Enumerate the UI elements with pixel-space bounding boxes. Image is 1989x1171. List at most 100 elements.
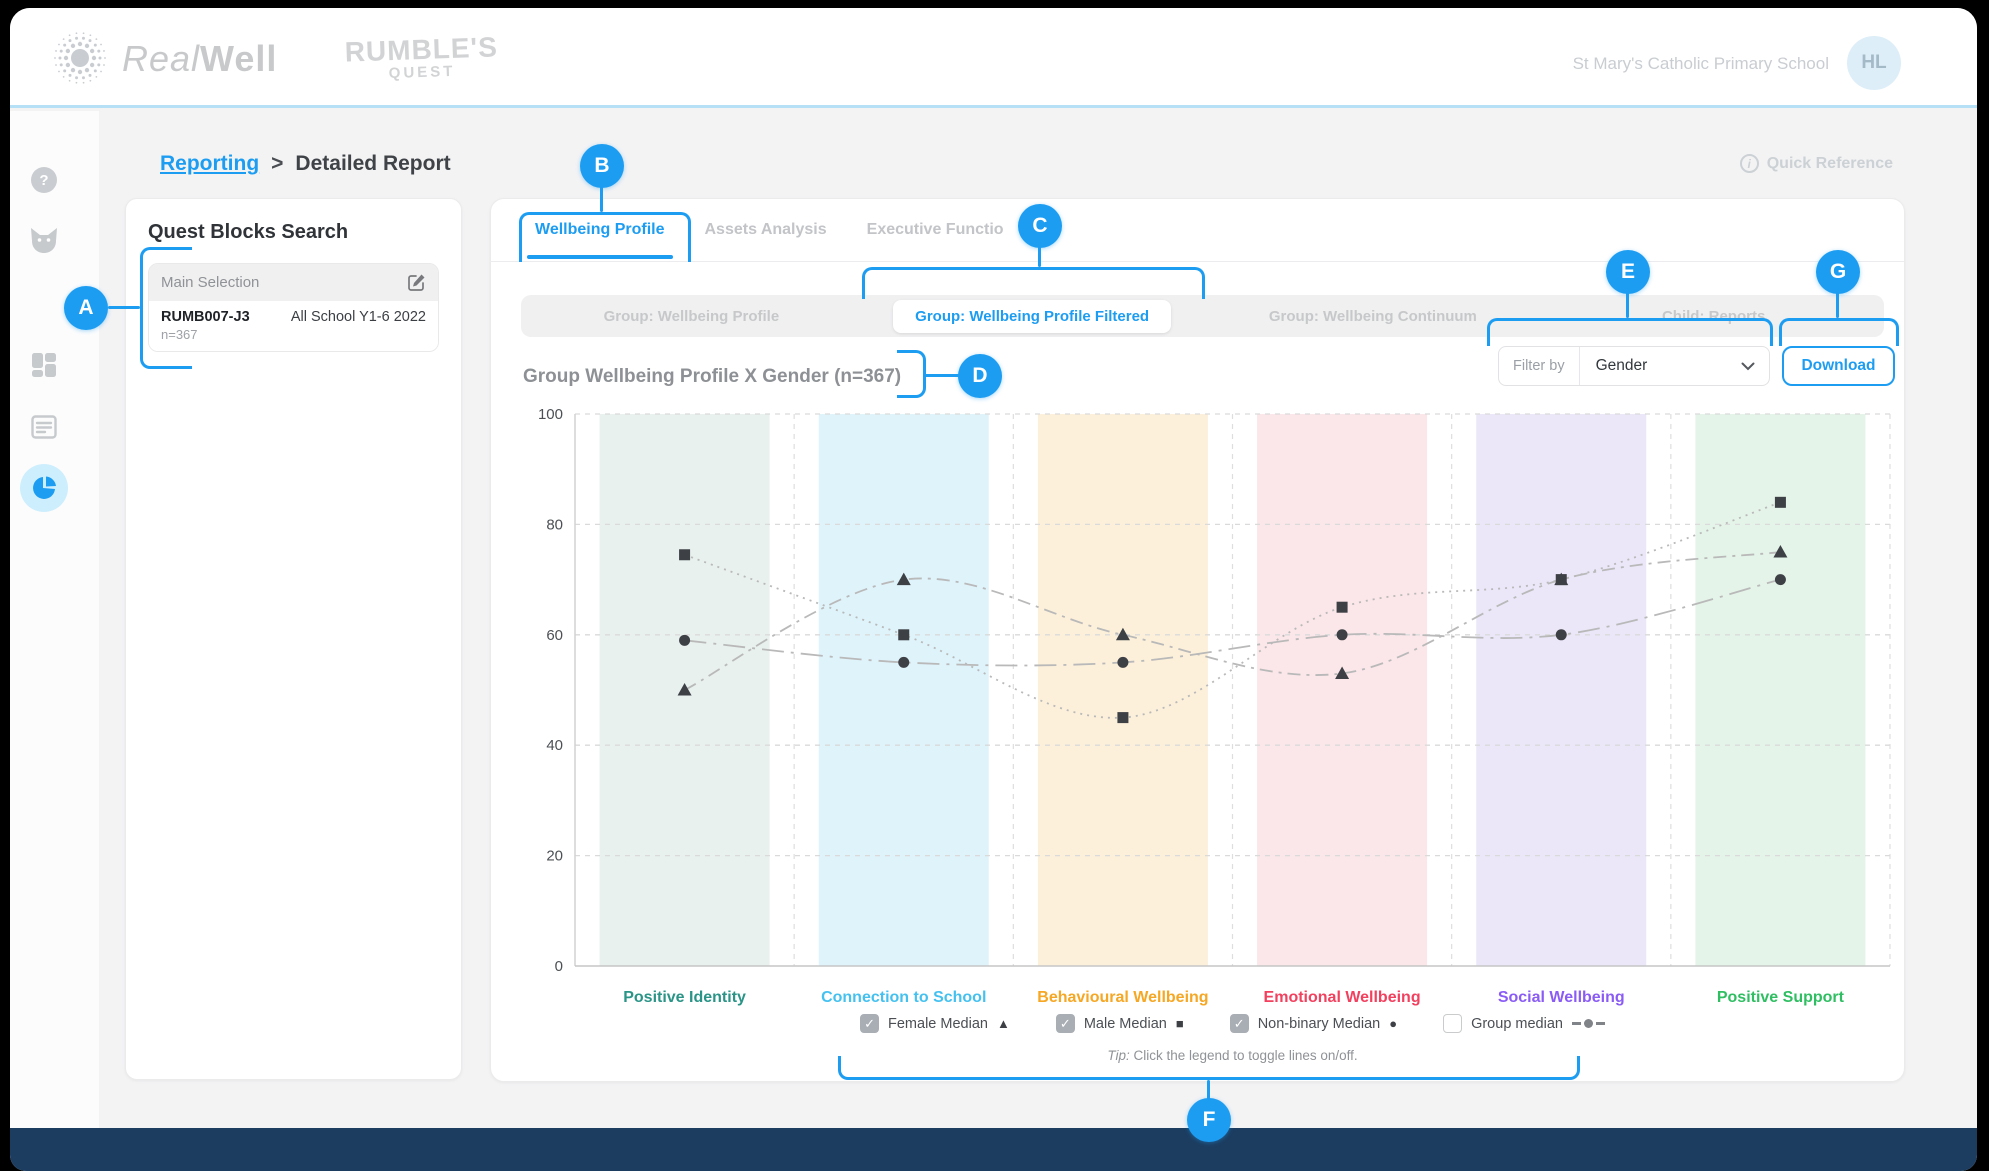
data-point-square xyxy=(1336,601,1348,613)
edit-icon[interactable] xyxy=(407,273,426,292)
data-point-triangle xyxy=(896,572,911,586)
series-line-circle xyxy=(684,578,1781,667)
legend-label: Female Median xyxy=(888,1015,988,1032)
data-point-circle xyxy=(1555,629,1567,641)
list-icon[interactable] xyxy=(29,412,59,442)
annotation-d-connector xyxy=(924,374,960,377)
realwell-brand: RealWell xyxy=(122,38,277,80)
checkbox-unchecked-icon[interactable] xyxy=(1443,1014,1463,1033)
checkbox-checked-icon[interactable]: ✓ xyxy=(1055,1014,1075,1033)
category-label: Social Wellbeing xyxy=(1498,989,1625,1006)
subtab-group-wellbeing-profile-filtered[interactable]: Group: Wellbeing Profile Filtered xyxy=(862,295,1203,337)
y-axis-tick: 80 xyxy=(546,516,563,533)
filter-by-select[interactable]: Filter by Gender xyxy=(1498,346,1770,386)
sidebar-rail xyxy=(10,111,99,1128)
checkbox-checked-icon[interactable]: ✓ xyxy=(1229,1014,1249,1033)
y-axis-tick: 40 xyxy=(546,737,563,754)
annotation-e-connector xyxy=(1626,292,1629,318)
series-marker-icon: ▲ xyxy=(996,1016,1010,1031)
category-band xyxy=(1476,414,1647,966)
category-label: Behavioural Wellbeing xyxy=(1037,989,1208,1006)
category-label: Connection to School xyxy=(821,989,986,1006)
download-button[interactable]: Download xyxy=(1782,346,1895,386)
annotation-b-connector xyxy=(600,186,603,212)
data-point-square xyxy=(898,629,910,641)
annotation-e-bracket xyxy=(1487,318,1773,346)
quest-blocks-panel: Quest Blocks Search Main Selection RUMB0… xyxy=(125,198,462,1080)
data-point-circle xyxy=(898,656,910,668)
rumbles-quest-logo: RUMBLE'S QUEST xyxy=(344,31,499,83)
data-point-square xyxy=(679,549,691,561)
y-axis-tick: 20 xyxy=(546,848,563,865)
annotation-d-bracket xyxy=(897,350,926,398)
annotation-a-bracket xyxy=(140,247,192,369)
quick-reference[interactable]: i Quick Reference xyxy=(1739,154,1893,173)
help-icon[interactable]: ? xyxy=(29,165,59,195)
annotation-c-connector xyxy=(1038,246,1041,267)
selection-cohort: All School Y1-6 2022 xyxy=(290,309,426,325)
subtab-group-wellbeing-profile[interactable]: Group: Wellbeing Profile xyxy=(603,307,780,325)
line-dot-marker-icon xyxy=(1571,1019,1605,1028)
annotation-g-bracket xyxy=(1779,318,1899,346)
main-selection-card[interactable]: Main Selection RUMB007-J3 All School Y1-… xyxy=(148,263,439,352)
y-axis-tick: 100 xyxy=(538,406,563,423)
legend-label: Non-binary Median xyxy=(1257,1015,1381,1032)
panel-title: Quest Blocks Search xyxy=(148,221,349,243)
filter-by-label: Filter by xyxy=(1499,347,1580,385)
school-name: St Mary's Catholic Primary School xyxy=(1572,54,1829,73)
breadcrumb-separator: > xyxy=(271,152,284,175)
footer-bar xyxy=(10,1128,1977,1171)
legend-item-female-median[interactable]: ✓ Female Median ▲ xyxy=(860,1014,1010,1033)
fox-icon[interactable] xyxy=(29,226,59,256)
legend-item-male-median[interactable]: ✓ Male Median ■ xyxy=(1055,1014,1184,1033)
subtab-group-wellbeing-continuum[interactable]: Group: Wellbeing Continuum xyxy=(1268,307,1477,325)
annotation-f-bracket xyxy=(838,1056,1580,1080)
chart-legend: ✓ Female Median ▲ ✓ Male Median ■ ✓ Non-binary … xyxy=(575,1014,1890,1033)
quick-reference-label: Quick Reference xyxy=(1766,154,1893,172)
avatar[interactable]: HL xyxy=(1847,36,1901,90)
category-band xyxy=(1695,414,1866,966)
tab-assets-analysis[interactable]: Assets Analysis xyxy=(704,220,827,238)
category-band xyxy=(1037,414,1208,966)
tab-wellbeing-profile[interactable]: Wellbeing Profile xyxy=(527,198,672,261)
info-icon: i xyxy=(1739,154,1759,173)
chart-title: Group Wellbeing Profile X Gender (n=367) xyxy=(523,366,902,387)
legend-item-non-binary-median[interactable]: ✓ Non-binary Median ● xyxy=(1229,1014,1397,1033)
annotation-a: A xyxy=(64,286,108,330)
data-point-square xyxy=(1555,574,1567,586)
y-axis-tick: 60 xyxy=(546,627,563,644)
brand-real: Real xyxy=(122,38,201,79)
realwell-logo-icon xyxy=(54,32,106,84)
top-header-bar xyxy=(10,8,1977,108)
annotation-b-bracket xyxy=(519,212,691,262)
data-point-circle xyxy=(1117,656,1129,668)
data-point-circle xyxy=(1774,574,1786,586)
data-point-triangle xyxy=(1773,545,1788,558)
series-line-square xyxy=(684,501,1781,719)
annotation-c: C xyxy=(1018,204,1062,248)
annotation-b: B xyxy=(580,144,624,188)
legend-label: Group median xyxy=(1471,1015,1563,1032)
series-marker-icon: ■ xyxy=(1175,1016,1184,1031)
data-point-square xyxy=(1117,712,1129,724)
annotation-f: F xyxy=(1187,1098,1231,1142)
category-label: Emotional Wellbeing xyxy=(1264,989,1421,1006)
modules-icon[interactable] xyxy=(29,350,59,380)
category-band xyxy=(1257,414,1428,966)
data-point-triangle xyxy=(1335,666,1350,679)
legend-label: Male Median xyxy=(1083,1015,1167,1032)
legend-tip: Tip: Click the legend to toggle lines on… xyxy=(575,1048,1890,1063)
y-axis-tick: 0 xyxy=(555,958,563,975)
breadcrumb-reporting-link[interactable]: Reporting xyxy=(160,152,260,175)
data-point-triangle xyxy=(677,683,692,696)
main-selection-label: Main Selection xyxy=(161,274,260,291)
legend-item-group-median[interactable]: Group median xyxy=(1443,1014,1605,1033)
wellbeing-chart: 0 20 40 60 80 100 Positive Identity Connection … xyxy=(538,406,1891,1006)
pie-chart-icon[interactable] xyxy=(20,464,68,512)
tab-executive-functio[interactable]: Executive Functio xyxy=(866,220,1004,238)
category-label: Positive Support xyxy=(1717,989,1845,1006)
tip-text: Click the legend to toggle lines on/off. xyxy=(1129,1048,1358,1063)
checkbox-checked-icon[interactable]: ✓ xyxy=(860,1014,880,1033)
tabs-row: Wellbeing Profile Assets Analysis Executiv… xyxy=(490,198,1905,262)
